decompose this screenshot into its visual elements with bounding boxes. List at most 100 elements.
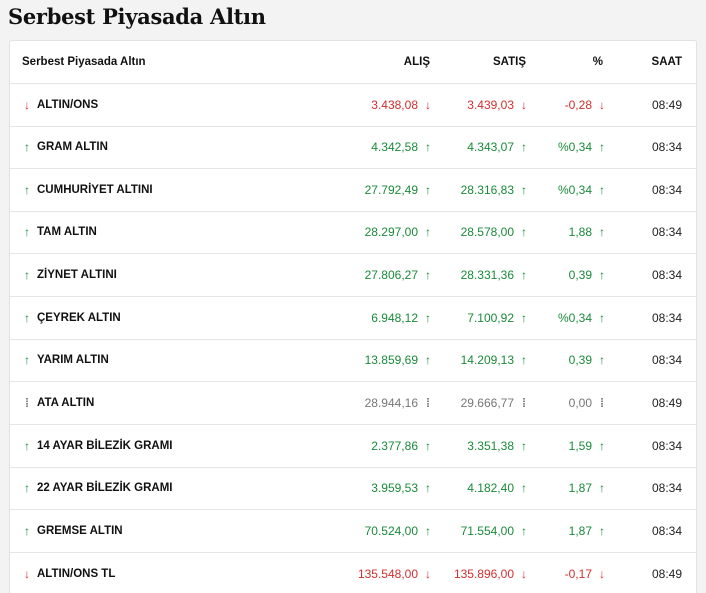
row-name-cell[interactable]: ↑ ÇEYREK ALTIN bbox=[22, 297, 322, 339]
header-time[interactable]: SAAT bbox=[651, 56, 682, 68]
buy-trend-icon: ↑ bbox=[425, 481, 431, 495]
buy-cell: 3.438,08 ↓ bbox=[371, 84, 434, 126]
percent-cell: -0,17 ↓ bbox=[565, 553, 608, 593]
sell-value: 71.554,00 bbox=[460, 524, 514, 538]
row-name-cell[interactable]: ↓ ALTIN/ONS TL bbox=[22, 553, 322, 593]
buy-value: 4.342,58 bbox=[371, 140, 418, 154]
table-row[interactable]: ⁞ ATA ALTIN 28.944,16 ⁞ 29.666,77 ⁞ 0,00 ⁞ 08:49 bbox=[10, 382, 696, 425]
buy-trend-icon: ↑ bbox=[425, 183, 431, 197]
percent-value: -0,17 bbox=[564, 567, 592, 581]
instrument-name[interactable]: 14 AYAR BİLEZİK GRAMI bbox=[37, 440, 173, 452]
percent-trend-icon: ↑ bbox=[599, 439, 605, 453]
percent-value: 0,00 bbox=[568, 396, 592, 410]
buy-cell: 27.806,27 ↑ bbox=[365, 254, 434, 296]
buy-trend-icon: ↑ bbox=[425, 311, 431, 325]
table-row[interactable]: ↑ 14 AYAR BİLEZİK GRAMI 2.377,86 ↑ 3.351,38 ↑… bbox=[10, 425, 696, 468]
buy-value: 28.297,00 bbox=[364, 225, 418, 239]
row-name-cell[interactable]: ⁞ ATA ALTIN bbox=[22, 382, 322, 424]
buy-cell: 2.377,86 ↑ bbox=[371, 425, 434, 467]
buy-value: 2.377,86 bbox=[371, 439, 418, 453]
page-title: Serbest Piyasada Altın bbox=[8, 4, 266, 29]
row-name-cell[interactable]: ↑ TAM ALTIN bbox=[22, 211, 322, 253]
sell-cell: 3.351,38 ↑ bbox=[467, 425, 530, 467]
buy-value: 13.859,69 bbox=[364, 353, 418, 367]
trend-up-icon: ↑ bbox=[24, 225, 30, 239]
sell-cell: 28.331,36 ↑ bbox=[461, 254, 530, 296]
buy-value: 28.944,16 bbox=[364, 396, 418, 410]
instrument-name[interactable]: ALTIN/ONS TL bbox=[37, 568, 116, 580]
table-row[interactable]: ↑ ZİYNET ALTINI 27.806,27 ↑ 28.331,36 ↑ 0,39 ↑ 0… bbox=[10, 254, 696, 297]
instrument-name[interactable]: ATA ALTIN bbox=[37, 397, 95, 409]
buy-trend-icon: ↑ bbox=[425, 439, 431, 453]
percent-value: 1,87 bbox=[568, 524, 592, 538]
trend-up-icon: ↑ bbox=[24, 140, 30, 154]
sell-cell: 28.578,00 ↑ bbox=[461, 211, 530, 253]
row-name-cell[interactable]: ↑ YARIM ALTIN bbox=[22, 339, 322, 381]
percent-value: %0,34 bbox=[557, 311, 592, 325]
buy-trend-icon: ↓ bbox=[425, 98, 431, 112]
instrument-name[interactable]: 22 AYAR BİLEZİK GRAMI bbox=[37, 482, 173, 494]
sell-value: 28.331,36 bbox=[460, 268, 514, 282]
buy-value: 3.438,08 bbox=[371, 98, 418, 112]
percent-trend-icon: ↑ bbox=[599, 140, 605, 154]
instrument-name[interactable]: GRAM ALTIN bbox=[37, 141, 108, 153]
table-row[interactable]: ↑ TAM ALTIN 28.297,00 ↑ 28.578,00 ↑ 1,88 ↑ 08:34 bbox=[10, 211, 696, 254]
percent-trend-icon: ↑ bbox=[599, 311, 605, 325]
instrument-name[interactable]: TAM ALTIN bbox=[37, 226, 97, 238]
trend-down-icon: ↓ bbox=[24, 567, 30, 581]
instrument-name[interactable]: GREMSE ALTIN bbox=[37, 525, 123, 537]
header-sell[interactable]: SATIŞ bbox=[492, 56, 526, 68]
row-name-cell[interactable]: ↑ CUMHURİYET ALTINI bbox=[22, 169, 322, 211]
time-value: 08:34 bbox=[651, 225, 682, 239]
buy-value: 3.959,53 bbox=[371, 481, 418, 495]
percent-trend-icon: ↑ bbox=[599, 183, 605, 197]
header-buy[interactable]: ALIŞ bbox=[403, 56, 430, 68]
row-name-cell[interactable]: ↑ 14 AYAR BİLEZİK GRAMI bbox=[22, 425, 322, 467]
sell-cell: 3.439,03 ↓ bbox=[467, 84, 530, 126]
table-row[interactable]: ↓ ALTIN/ONS 3.438,08 ↓ 3.439,03 ↓ -0,28 ↓ 08:49 bbox=[10, 84, 696, 127]
sell-cell: 4.343,07 ↑ bbox=[467, 126, 530, 168]
instrument-name[interactable]: ZİYNET ALTINI bbox=[37, 269, 117, 281]
row-name-cell[interactable]: ↑ 22 AYAR BİLEZİK GRAMI bbox=[22, 467, 322, 509]
buy-cell: 135.548,00 ↓ bbox=[358, 553, 434, 593]
trend-down-icon: ↓ bbox=[24, 98, 30, 112]
percent-value: 1,87 bbox=[568, 481, 592, 495]
percent-trend-icon: ↑ bbox=[599, 481, 605, 495]
table-row[interactable]: ↓ ALTIN/ONS TL 135.548,00 ↓ 135.896,00 ↓ -0,17… bbox=[10, 553, 696, 593]
percent-cell: 1,88 ↑ bbox=[569, 211, 608, 253]
buy-cell: 3.959,53 ↑ bbox=[371, 467, 434, 509]
sell-cell: 29.666,77 ⁞ bbox=[461, 382, 530, 424]
buy-cell: 28.944,16 ⁞ bbox=[365, 382, 434, 424]
time-value: 08:49 bbox=[651, 98, 682, 112]
table-row[interactable]: ↑ GRAM ALTIN 4.342,58 ↑ 4.343,07 ↑ %0,34 ↑ 08:34 bbox=[10, 126, 696, 169]
instrument-name[interactable]: CUMHURİYET ALTINI bbox=[37, 184, 153, 196]
sell-cell: 71.554,00 ↑ bbox=[461, 510, 530, 552]
time-value: 08:34 bbox=[651, 353, 682, 367]
table-row[interactable]: ↑ CUMHURİYET ALTINI 27.792,49 ↑ 28.316,83 ↑ %0… bbox=[10, 169, 696, 212]
sell-trend-icon: ↑ bbox=[521, 183, 527, 197]
instrument-name[interactable]: YARIM ALTIN bbox=[37, 354, 109, 366]
sell-value: 3.439,03 bbox=[467, 98, 514, 112]
table-row[interactable]: ↑ ÇEYREK ALTIN 6.948,12 ↑ 7.100,92 ↑ %0,34 ↑ 08:… bbox=[10, 297, 696, 340]
instrument-name[interactable]: ÇEYREK ALTIN bbox=[37, 312, 121, 324]
buy-trend-icon: ↓ bbox=[425, 567, 431, 581]
trend-up-icon: ↑ bbox=[24, 524, 30, 538]
row-name-cell[interactable]: ↑ ZİYNET ALTINI bbox=[22, 254, 322, 296]
sell-trend-icon: ↑ bbox=[521, 225, 527, 239]
buy-value: 27.792,49 bbox=[364, 183, 418, 197]
time-value: 08:49 bbox=[651, 567, 682, 581]
trend-flat-icon: ⁞ bbox=[25, 396, 29, 410]
instrument-name[interactable]: ALTIN/ONS bbox=[37, 99, 99, 111]
row-name-cell[interactable]: ↑ GRAM ALTIN bbox=[22, 126, 322, 168]
sell-trend-icon: ↑ bbox=[521, 481, 527, 495]
buy-value: 27.806,27 bbox=[364, 268, 418, 282]
header-percent[interactable]: % bbox=[592, 56, 603, 68]
buy-trend-icon: ↑ bbox=[425, 268, 431, 282]
row-name-cell[interactable]: ↑ GREMSE ALTIN bbox=[22, 510, 322, 552]
buy-cell: 13.859,69 ↑ bbox=[365, 339, 434, 381]
table-row[interactable]: ↑ 22 AYAR BİLEZİK GRAMI 3.959,53 ↑ 4.182,40 ↑… bbox=[10, 467, 696, 510]
row-name-cell[interactable]: ↓ ALTIN/ONS bbox=[22, 84, 322, 126]
table-row[interactable]: ↑ YARIM ALTIN 13.859,69 ↑ 14.209,13 ↑ 0,39 ↑ 08:… bbox=[10, 339, 696, 382]
table-row[interactable]: ↑ GREMSE ALTIN 70.524,00 ↑ 71.554,00 ↑ 1,87 ↑ 08… bbox=[10, 510, 696, 553]
percent-cell: 1,59 ↑ bbox=[569, 425, 608, 467]
